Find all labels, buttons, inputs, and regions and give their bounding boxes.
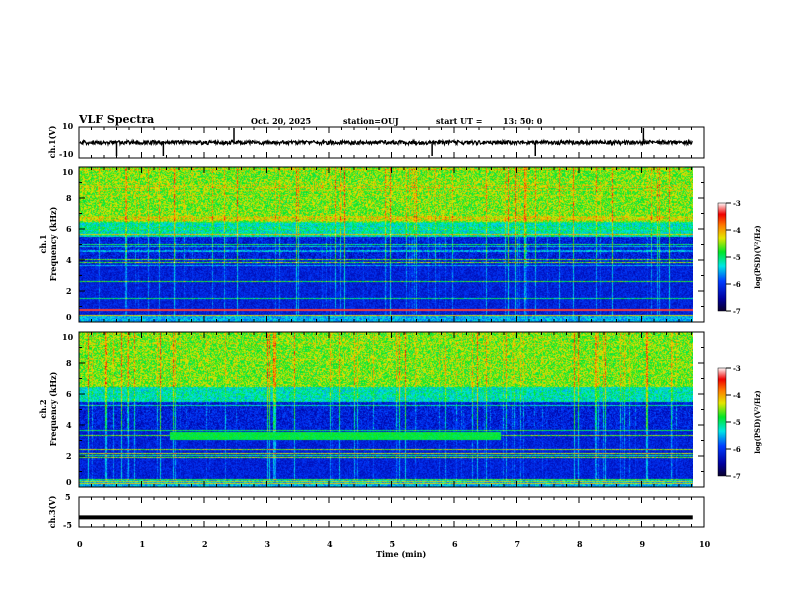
ch1-spec-frame [78, 166, 705, 323]
spec2-ytick: 4 [66, 420, 72, 430]
ch2-spec-ylabel-freq: Frequency (kHz) [48, 371, 58, 447]
colorbar1-tick: -4 [733, 226, 741, 235]
spec1-ytick: 2 [66, 286, 72, 296]
x-tick-label: 3 [264, 539, 271, 549]
ch1-ytick-bottom: -10 [59, 149, 74, 159]
date-label: Oct. 20, 2025 [251, 116, 312, 126]
spec1-ytick: 0 [66, 312, 72, 322]
colorbar2-tick: -4 [733, 391, 741, 400]
colorbar1-tick: -6 [733, 280, 741, 289]
spec2-ytick: 2 [66, 451, 72, 461]
spec1-ytick: 10 [62, 167, 74, 177]
figure-title: VLF Spectra [79, 113, 155, 126]
ch1-ylabel: ch.1(V) [47, 125, 57, 159]
start-ut-time: 13: 50: 0 [503, 116, 543, 126]
x-axis-label: Time (min) [376, 549, 427, 559]
spec2-ytick: 0 [66, 477, 72, 487]
spec2-ytick: 10 [62, 332, 74, 342]
ch3-ytick-top: 5 [65, 492, 71, 502]
ch1-spectrogram-image [79, 167, 693, 322]
x-tick-label: 9 [639, 539, 646, 549]
colorbar-frame [717, 202, 727, 312]
x-tick-label: 0 [77, 539, 83, 549]
station-label: station=OUJ [343, 116, 399, 126]
x-tick-label: 4 [327, 539, 333, 549]
ch2-colorbar-label: log(PSD)(V²/Hz) [753, 390, 762, 454]
ch2-spec-frame [78, 331, 705, 488]
x-tick-label: 10 [699, 539, 711, 549]
colorbar1-tick: -7 [733, 307, 741, 316]
x-tick-label: 1 [139, 539, 146, 549]
colorbar1-tick: -3 [733, 199, 741, 208]
ch3-ytick-bottom: -5 [63, 520, 72, 530]
ch1-waveform-trace [79, 138, 693, 147]
ch1-colorbar-label: log(PSD)(V²/Hz) [753, 225, 762, 289]
colorbar2-tick: -5 [733, 418, 741, 427]
x-tick-label: 7 [514, 539, 521, 549]
ch1-spec-ylabel-channel: ch.1 [38, 234, 48, 254]
colorbar1-tick: -5 [733, 253, 741, 262]
ch2-spec-ylabel: ch.2 Frequency (kHz) [38, 359, 58, 459]
colorbar-frame [717, 367, 727, 477]
colorbar2-tick: -6 [733, 445, 741, 454]
colorbar2-tick: -7 [733, 472, 741, 481]
ch3-ylabel: ch.3(V) [47, 495, 57, 529]
colorbar2-tick: -3 [733, 364, 741, 373]
spec2-ytick: 8 [66, 358, 72, 368]
spec1-ytick: 8 [66, 193, 72, 203]
ch2-spec-ylabel-channel: ch.2 [38, 399, 48, 419]
ch1-spec-ylabel-freq: Frequency (kHz) [48, 206, 58, 282]
x-tick-label: 6 [452, 539, 458, 549]
ch2-colorbar [718, 368, 726, 476]
start-ut-label: start UT = [436, 116, 483, 126]
x-tick-label: 8 [577, 539, 583, 549]
ch2-spectrogram-image [79, 332, 693, 487]
x-tick-label: 2 [202, 539, 208, 549]
ch1-spec-ylabel: ch.1 Frequency (kHz) [38, 194, 58, 294]
ch1-ytick-top: 10 [62, 121, 74, 131]
x-tick-label: 5 [389, 539, 396, 549]
spec1-ytick: 6 [66, 224, 72, 234]
spec1-ytick: 4 [66, 255, 72, 265]
spec2-ytick: 6 [66, 389, 72, 399]
ch1-colorbar [718, 203, 726, 311]
